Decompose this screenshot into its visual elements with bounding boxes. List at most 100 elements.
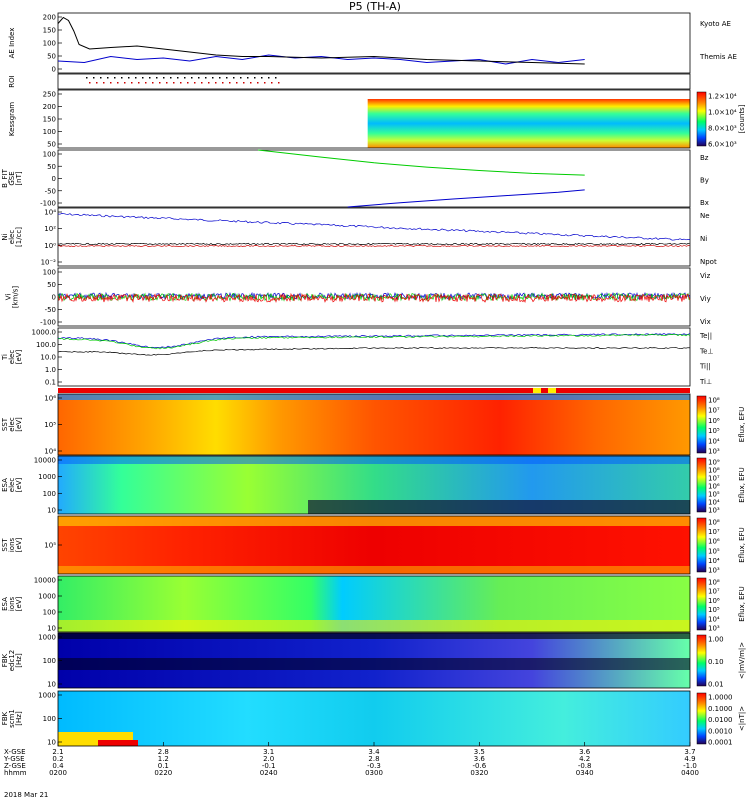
panel-frame — [57, 207, 691, 267]
colorbar-tick-label: 0.0001 — [708, 739, 733, 747]
y-axis-label-line: GSE — [8, 171, 16, 185]
y-tick-label: 100 — [43, 657, 56, 665]
y-tick-label: 10 — [47, 739, 56, 747]
y-axis-label-line: AE Index — [8, 28, 16, 59]
colorbar-tick-label: 0.10 — [708, 658, 724, 666]
y-tick-label: 10⁴ — [44, 209, 56, 217]
y-axis-label: ROI — [8, 75, 16, 87]
x-tick-label: 2.8 — [368, 755, 379, 763]
y-axis-label-line: Ni — [1, 233, 9, 240]
y-axis-label: Nielec[1/cc] — [1, 227, 23, 247]
roi-dot — [219, 77, 221, 79]
spectrogram-heatmap — [58, 691, 690, 746]
roi-dot — [117, 82, 119, 84]
colorbar-tick-label: 1.0000 — [708, 694, 733, 702]
x-tick-label: -0.8 — [578, 762, 592, 770]
y-tick-label: 100 — [43, 128, 56, 136]
colorbar-tick-label: 8.0×10³ — [708, 125, 737, 133]
spectrogram-band — [58, 633, 690, 639]
y-tick-label: 150 — [43, 27, 56, 35]
roi-dot — [226, 77, 228, 79]
colorbar-tick-label: 10³ — [708, 625, 720, 633]
x-tick-label: 3.4 — [368, 748, 380, 756]
b-series-line — [258, 149, 585, 176]
y-tick-label: 10 — [47, 625, 56, 633]
y-tick-label: 1000 — [38, 593, 56, 601]
roi-dot — [215, 82, 217, 84]
y-axis-label-line: ROI — [8, 75, 16, 87]
y-axis-label-line: Ti — [1, 354, 9, 361]
roi-dot — [212, 77, 214, 79]
panel-frame — [57, 12, 691, 74]
y-tick-label: 1000.0 — [32, 329, 57, 337]
panel-frame — [57, 89, 691, 149]
roi-dot — [268, 77, 270, 79]
x-tick-label: 0300 — [365, 769, 383, 777]
colorbar-tick-label: 10⁶ — [708, 538, 720, 546]
roi-dot — [222, 82, 224, 84]
colorbar-tick-label: 10⁴ — [708, 615, 720, 623]
spectrogram-band — [58, 566, 690, 574]
colorbar-tick-label: 10⁶ — [708, 483, 720, 491]
y-tick-label: 50 — [47, 53, 56, 61]
x-tick-label: 4.2 — [579, 755, 590, 763]
x-tick-label: 0200 — [49, 769, 67, 777]
legend-entry: Viy — [700, 295, 711, 303]
date-label: 2018 Mar 21 — [4, 791, 48, 799]
x-tick-label: 0320 — [470, 769, 488, 777]
colorbar-tick-label: 10³ — [708, 567, 720, 575]
roi-dot — [145, 82, 147, 84]
x-tick-label: -0.6 — [472, 762, 486, 770]
roi-dot — [96, 82, 98, 84]
colorbar-unit: <|nT|> — [738, 706, 746, 731]
spectrogram-heatmap — [58, 394, 690, 455]
colorbar-unit: Eflux, EFU — [738, 407, 746, 442]
status-strip — [58, 388, 690, 393]
legend-entry: Ni — [700, 235, 707, 243]
roi-dot — [198, 77, 200, 79]
roi-dot — [170, 77, 172, 79]
roi-dot — [257, 82, 259, 84]
y-axis-label-line: [nT] — [15, 171, 23, 185]
y-axis-label-line: [eV] — [15, 596, 23, 611]
spectrogram-band — [308, 500, 690, 514]
roi-dot — [191, 77, 193, 79]
spectrogram-band — [58, 456, 690, 464]
panel-velocity: Vi[km/s] 100 50 0 -50 -100 Viz Viy Vix — [5, 267, 711, 327]
colorbar — [696, 692, 707, 745]
y-axis-label: B_FITGSE[nT] — [1, 168, 23, 187]
y-tick-label: 10 — [47, 681, 56, 689]
b-series-line — [347, 189, 585, 208]
roi-dot — [121, 77, 123, 79]
ni-line — [57, 242, 690, 246]
spectrogram-band — [58, 658, 690, 670]
y-tick-label: 100 — [43, 40, 56, 48]
y-axis-label-line: [eV] — [15, 349, 23, 364]
x-tick-label: 2.1 — [52, 748, 63, 756]
viz-line — [57, 292, 691, 303]
y-tick-label: -100 — [40, 200, 56, 208]
panel-esa-ions: ESAions[eV] 10000 1000 100 10 10⁸10⁷10⁶10⁵10⁴… — [1, 575, 746, 633]
roi-dot — [135, 77, 137, 79]
y-tick-label: 10⁵ — [44, 421, 56, 429]
colorbar-tick-label: 10⁶ — [708, 597, 720, 605]
y-tick-label: 1000 — [38, 634, 56, 642]
colorbar-tick-label: 10⁴ — [708, 557, 720, 565]
colorbar-tick-label: 1.0×10⁴ — [708, 109, 737, 117]
y-axis-label-line: [eV] — [15, 417, 23, 432]
status-strip-segment — [533, 388, 541, 393]
x-tick-label: 2.8 — [158, 748, 169, 756]
y-axis-label-line: SST — [1, 538, 9, 552]
x-tick-label: 3.6 — [579, 748, 591, 756]
y-axis-label-line: FBK — [1, 653, 9, 667]
colorbar-tick-label: 0.01 — [708, 681, 724, 689]
ti-par-line — [57, 333, 691, 350]
colorbar-tick-label: 1.00 — [708, 636, 724, 644]
colorbar-tick-label: 10³ — [708, 448, 720, 456]
ne-line — [57, 245, 690, 247]
y-tick-label: 1.0 — [45, 366, 56, 374]
roi-dot — [110, 82, 112, 84]
colorbar-unit: Eflux, EFU — [738, 527, 746, 562]
y-tick-label: 10000 — [34, 577, 56, 585]
